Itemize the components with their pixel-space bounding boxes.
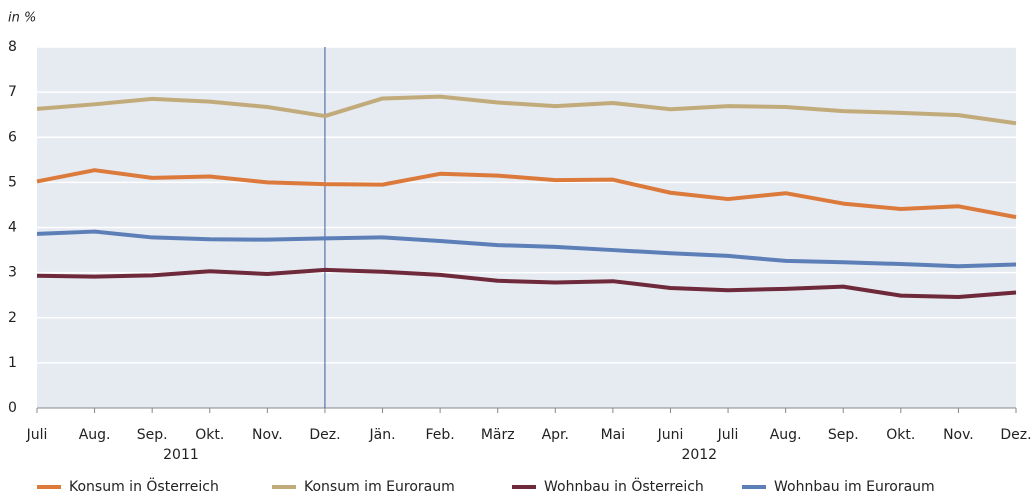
y-tick-label: 6 bbox=[8, 129, 17, 145]
x-tick-label: Juli bbox=[717, 427, 739, 443]
year-label: 2012 bbox=[681, 447, 717, 463]
legend-label: Wohnbau in Österreich bbox=[544, 477, 704, 495]
series-line bbox=[36, 229, 1017, 269]
y-tick-label: 0 bbox=[8, 400, 17, 416]
y-tick-label: 1 bbox=[8, 355, 17, 371]
y-tick-label: 4 bbox=[8, 220, 17, 236]
x-tick-label: Dez. bbox=[1000, 427, 1031, 443]
x-tick-label: Okt. bbox=[886, 427, 915, 443]
x-tick-label: Nov. bbox=[252, 427, 283, 443]
x-tick-label: Jän. bbox=[369, 427, 396, 443]
x-tick-label: Feb. bbox=[425, 427, 454, 443]
x-tick-label: Juni bbox=[657, 427, 684, 443]
x-tick-label: Juli bbox=[26, 427, 48, 443]
legend-label: Konsum im Euroraum bbox=[304, 479, 455, 495]
y-axis-label: in % bbox=[8, 11, 36, 26]
x-tick-label: Mai bbox=[601, 427, 626, 443]
series-line bbox=[36, 168, 1017, 220]
x-tick-label: Sep. bbox=[137, 427, 168, 443]
y-tick-label: 8 bbox=[8, 39, 17, 55]
legend-label: Wohnbau im Euroraum bbox=[774, 479, 935, 495]
x-tick-label: März bbox=[481, 427, 515, 443]
y-tick-label: 7 bbox=[8, 84, 17, 100]
x-tick-label: Dez. bbox=[309, 427, 340, 443]
series-line bbox=[36, 267, 1017, 299]
series-line bbox=[36, 94, 1017, 126]
y-tick-label: 5 bbox=[8, 174, 17, 190]
x-tick-label: Okt. bbox=[195, 427, 224, 443]
x-tick-label: Apr. bbox=[542, 427, 569, 443]
x-tick-label: Aug. bbox=[79, 427, 111, 443]
y-tick-label: 2 bbox=[8, 310, 17, 326]
x-tick-label: Sep. bbox=[828, 427, 859, 443]
x-tick-label: Nov. bbox=[943, 427, 974, 443]
year-label: 2011 bbox=[163, 447, 199, 463]
x-tick-label: Aug. bbox=[770, 427, 802, 443]
y-tick-label: 3 bbox=[8, 265, 17, 281]
legend-label: Konsum in Österreich bbox=[69, 477, 219, 495]
